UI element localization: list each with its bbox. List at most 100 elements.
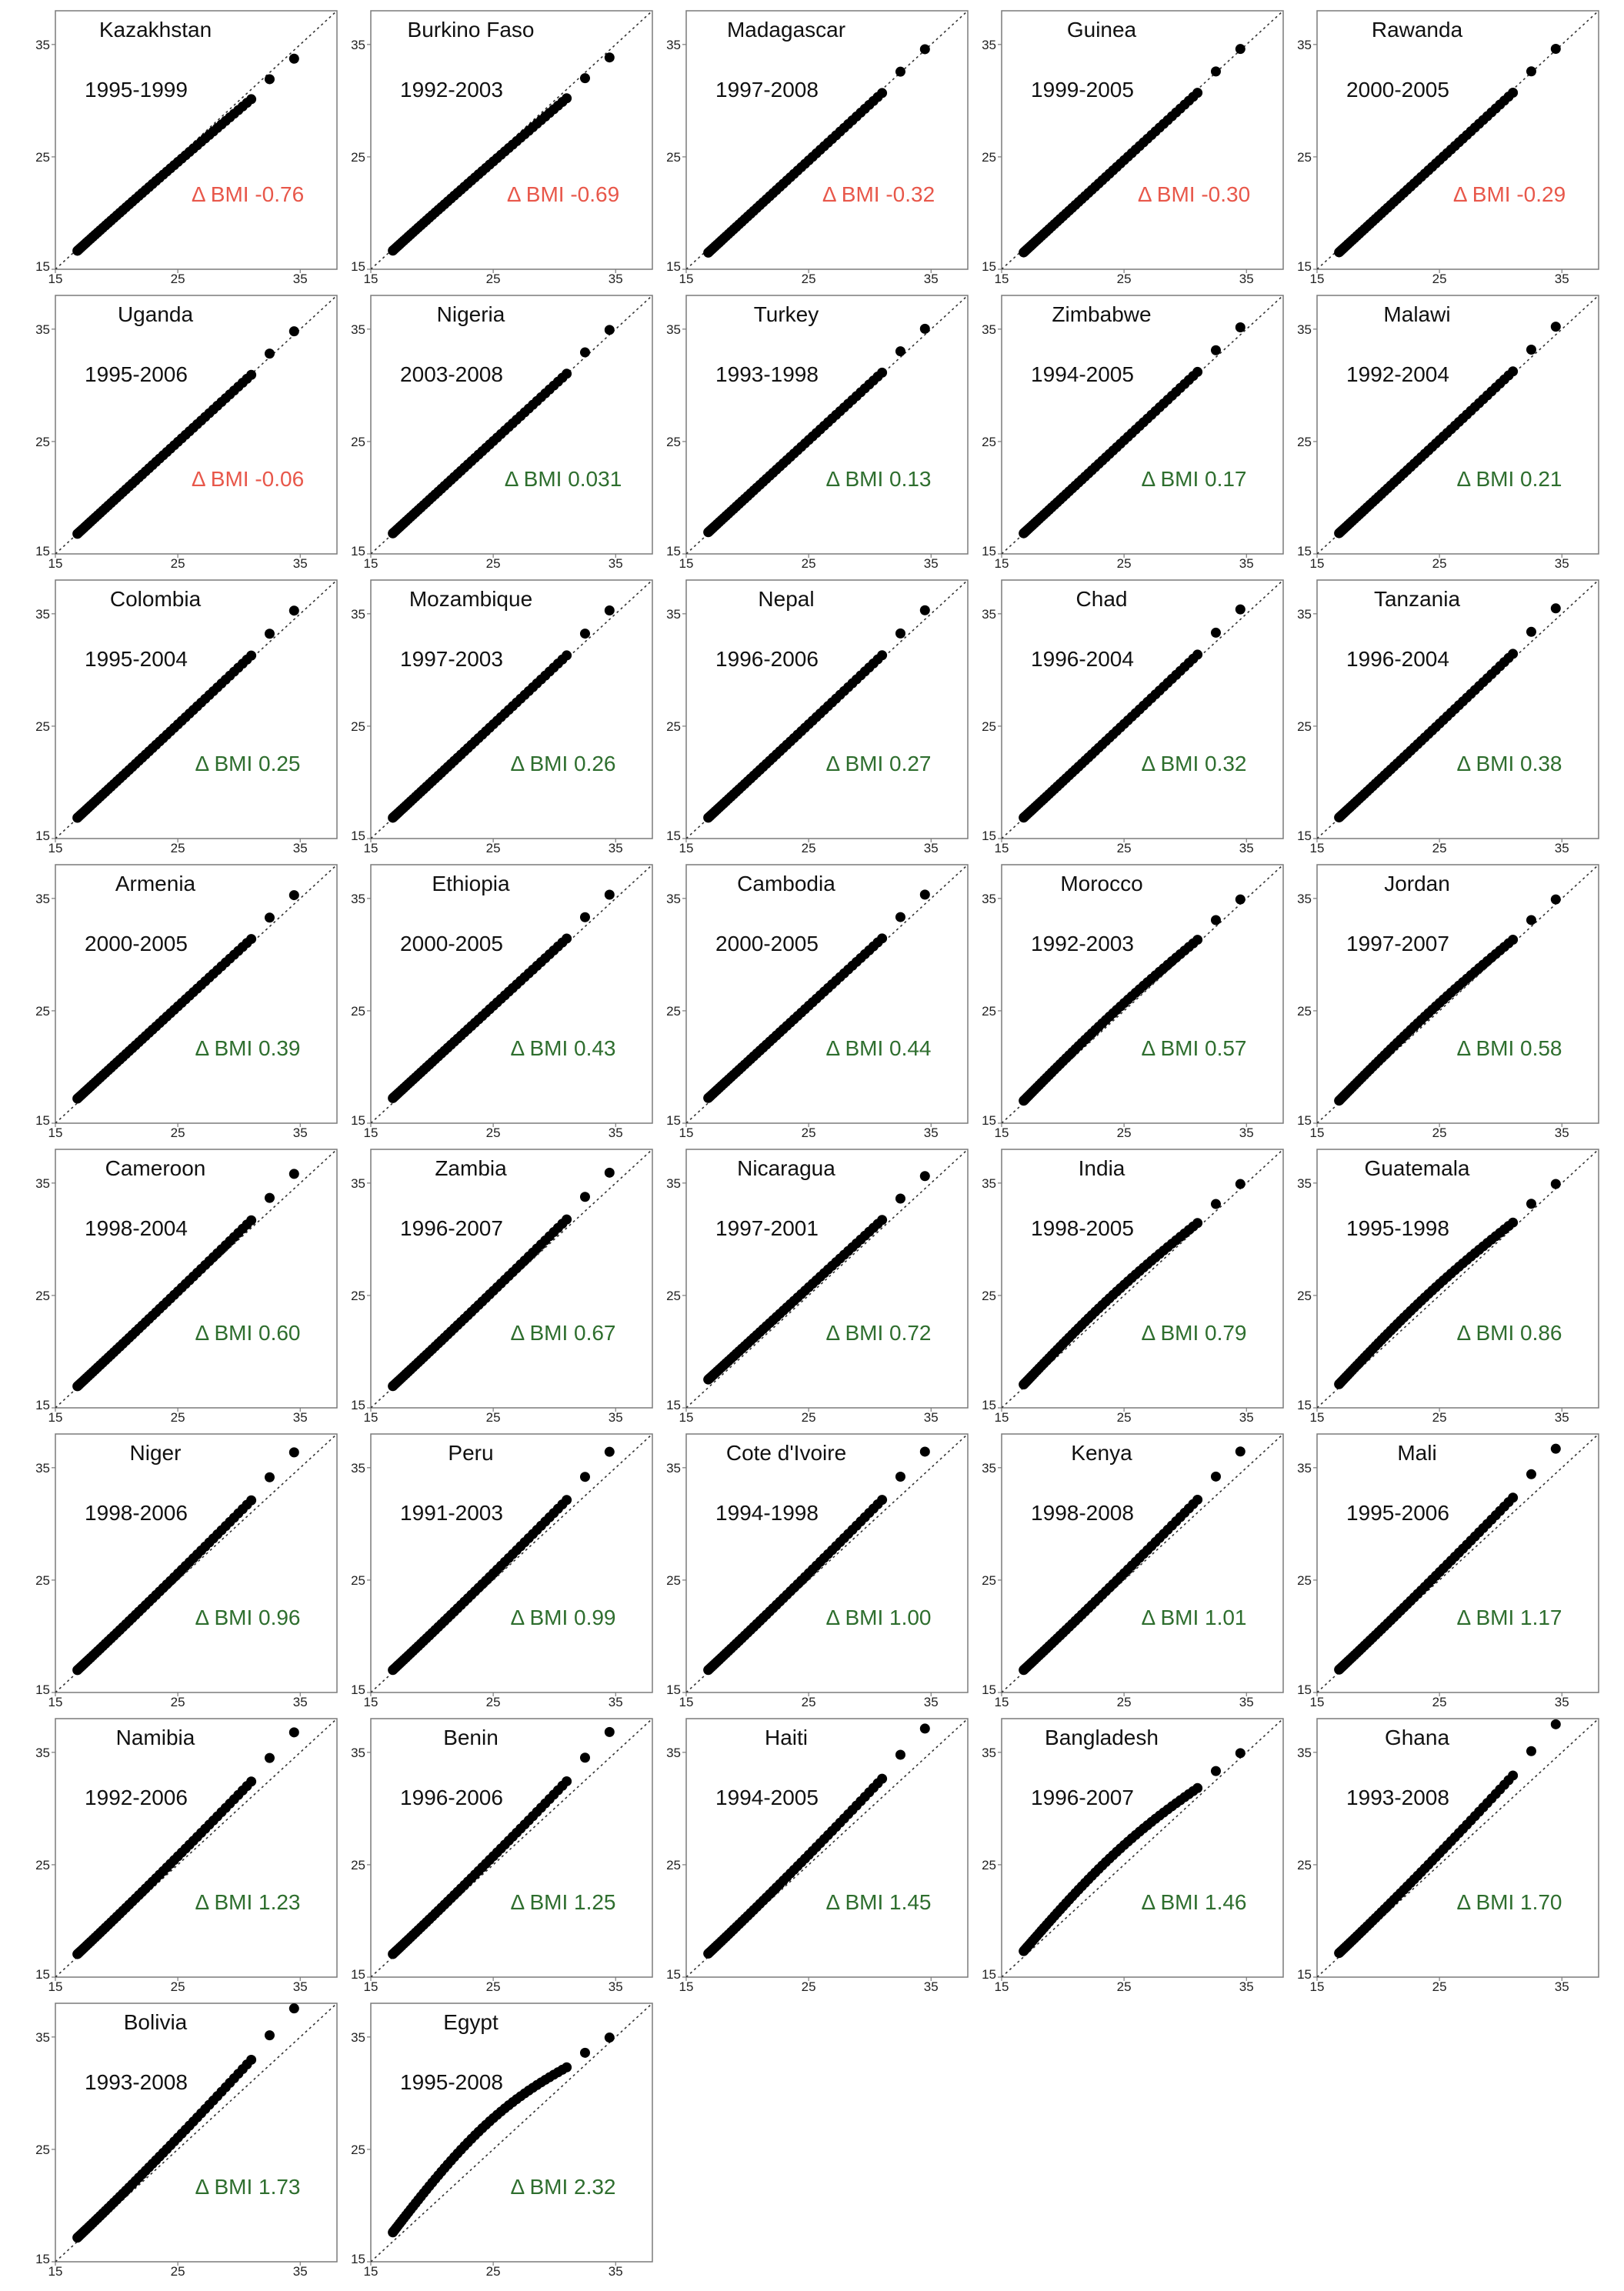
qq-point: [264, 1472, 275, 1482]
delta-bmi-label: Δ BMI 1.25: [511, 1890, 616, 1914]
x-tick-label: 15: [995, 272, 1009, 286]
period-label: 1996-2004: [1346, 647, 1449, 671]
country-label: Morocco: [1060, 872, 1142, 895]
country-label: Egypt: [443, 2010, 499, 2034]
x-tick-label: 15: [995, 556, 1009, 571]
x-tick-label: 25: [1432, 1125, 1447, 1140]
y-tick-label: 35: [351, 322, 365, 337]
period-label: 2000-2005: [1346, 78, 1449, 102]
x-tick-label: 15: [679, 1125, 694, 1140]
y-tick-label: 35: [982, 1461, 996, 1476]
qq-point: [877, 1215, 888, 1226]
qq-point: [1192, 1218, 1203, 1229]
y-tick-label: 35: [1297, 1461, 1312, 1476]
qq-point: [1235, 1748, 1246, 1759]
qq-point: [562, 2062, 572, 2073]
x-tick-label: 25: [1432, 272, 1447, 286]
qq-points: [388, 1167, 615, 1392]
y-tick-label: 35: [982, 607, 996, 622]
x-tick-label: 15: [1310, 841, 1325, 855]
y-tick-label: 25: [982, 1858, 996, 1872]
x-tick-label: 35: [1555, 1695, 1569, 1709]
country-label: Kazakhstan: [99, 18, 212, 42]
qq-points: [1019, 1446, 1246, 1676]
qq-points: [388, 52, 615, 256]
x-tick-label: 25: [171, 1410, 185, 1425]
country-label: India: [1079, 1156, 1125, 1180]
qq-points: [388, 889, 615, 1103]
y-tick-label: 25: [666, 1289, 681, 1303]
y-tick-label: 15: [1297, 544, 1312, 559]
y-tick-label: 15: [982, 544, 996, 559]
x-tick-label: 15: [679, 272, 694, 286]
y-tick-label: 25: [982, 719, 996, 734]
y-tick-label: 25: [1297, 1289, 1312, 1303]
y-tick-label: 15: [666, 1967, 681, 1982]
qq-point: [246, 1215, 257, 1226]
qq-point: [1550, 322, 1561, 332]
delta-bmi-label: Δ BMI 0.38: [1457, 752, 1562, 775]
x-tick-label: 35: [924, 841, 939, 855]
x-tick-label: 15: [48, 1695, 63, 1709]
x-tick-label: 35: [293, 272, 308, 286]
y-tick-label: 35: [666, 1176, 681, 1191]
qq-point: [246, 1495, 257, 1506]
qq-point: [895, 346, 905, 357]
qq-point: [1526, 66, 1536, 77]
x-tick-label: 25: [171, 272, 185, 286]
qq-point: [264, 1192, 275, 1203]
y-tick-label: 15: [666, 544, 681, 559]
x-tick-label: 25: [486, 1410, 501, 1425]
x-tick-label: 25: [486, 272, 501, 286]
qq-point: [562, 1214, 572, 1225]
qq-point: [1508, 1770, 1519, 1781]
x-tick-label: 15: [1310, 272, 1325, 286]
x-tick-label: 25: [1117, 556, 1132, 571]
y-tick-label: 25: [351, 1858, 365, 1872]
period-label: 1995-2006: [85, 362, 188, 386]
identity-line: [55, 1434, 337, 1692]
country-label: Burkino Faso: [408, 18, 535, 42]
x-tick-label: 35: [293, 841, 308, 855]
y-tick-label: 25: [351, 435, 365, 449]
period-label: 1996-2006: [715, 647, 819, 671]
period-label: 2000-2005: [400, 932, 503, 955]
y-tick-label: 35: [351, 1746, 365, 1760]
identity-line: [55, 1149, 337, 1408]
qq-points: [1334, 603, 1561, 823]
qq-points: [72, 2003, 299, 2243]
qq-point: [1192, 88, 1203, 98]
identity-line: [686, 865, 968, 1123]
identity-line: [55, 295, 337, 554]
delta-bmi-label: Δ BMI 0.79: [1142, 1321, 1247, 1345]
y-tick-label: 35: [351, 607, 365, 622]
identity-line: [1002, 865, 1283, 1123]
country-label: Niger: [130, 1441, 182, 1465]
x-tick-label: 25: [1432, 841, 1447, 855]
qq-point: [1508, 366, 1519, 377]
x-tick-label: 35: [609, 1125, 623, 1140]
y-tick-label: 35: [351, 1461, 365, 1476]
identity-line: [371, 2003, 652, 2262]
y-tick-label: 35: [1297, 1746, 1312, 1760]
delta-bmi-label: Δ BMI 0.57: [1142, 1036, 1247, 1060]
y-tick-label: 15: [982, 1967, 996, 1982]
y-tick-label: 15: [351, 829, 365, 843]
x-tick-label: 35: [1555, 1125, 1569, 1140]
x-tick-label: 35: [924, 272, 939, 286]
x-tick-label: 15: [48, 556, 63, 571]
delta-bmi-label: Δ BMI 0.17: [1142, 467, 1247, 491]
x-tick-label: 35: [293, 1695, 308, 1709]
qq-point: [1192, 649, 1203, 660]
x-tick-label: 15: [364, 1410, 378, 1425]
y-tick-label: 25: [351, 150, 365, 165]
qq-point: [246, 2054, 257, 2065]
qq-points: [1019, 1179, 1246, 1390]
x-tick-label: 35: [1239, 1125, 1254, 1140]
qq-point: [877, 1773, 888, 1784]
